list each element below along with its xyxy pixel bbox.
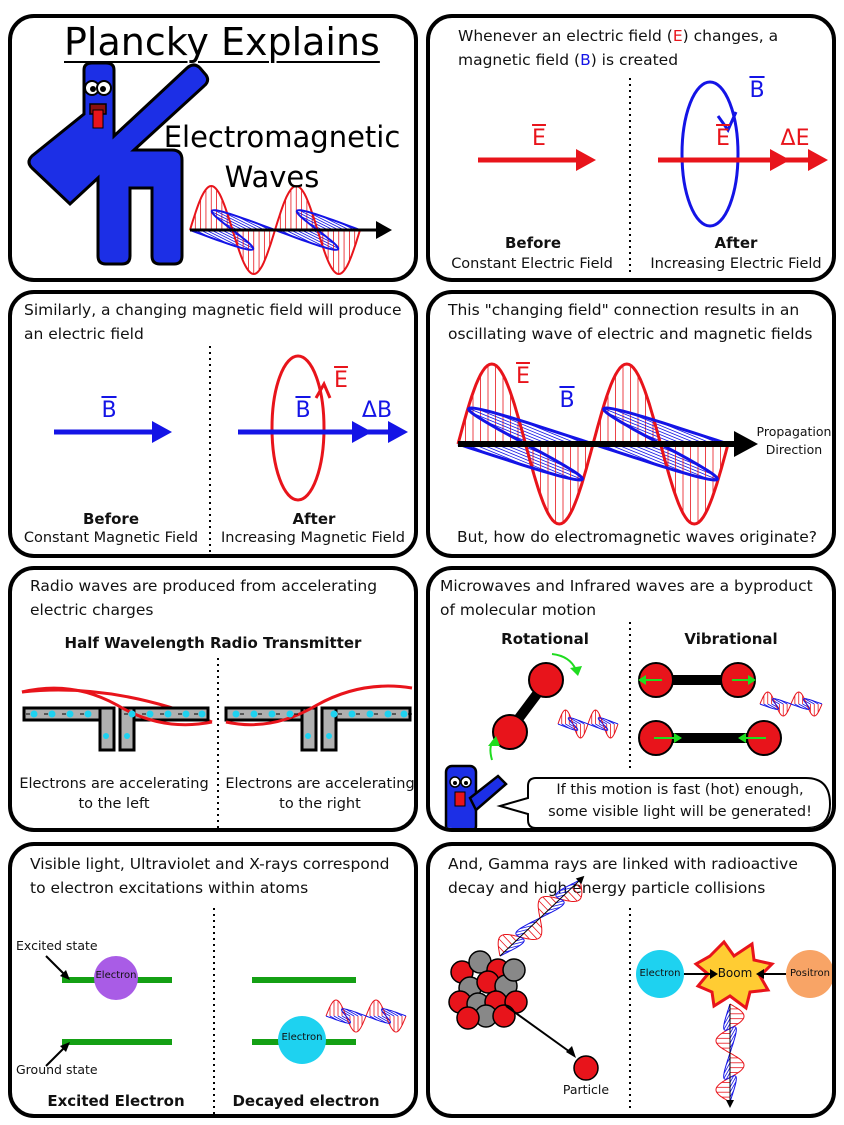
b-field-label: B	[559, 388, 575, 413]
b-label-before: B	[101, 398, 117, 423]
field-diagram	[478, 78, 828, 276]
excited-title: Excited Electron	[47, 1092, 185, 1110]
panel-magnetic-to-electric: Similarly, a changing magnetic field wil…	[8, 290, 418, 558]
propagation-label-1: Propagation	[756, 424, 832, 439]
delta-b-label: ΔB	[361, 398, 393, 423]
transmitter-heading: Half Wavelength Radio Transmitter	[64, 634, 362, 652]
caption-line: an electric field	[24, 325, 144, 343]
before-subtitle: Constant Magnetic Field	[23, 530, 199, 546]
caption-part: magnetic field (	[458, 51, 581, 69]
panel-em-wave: This "changing field" connection results…	[426, 290, 836, 558]
decayed-electron: Electron	[281, 1032, 323, 1043]
bubble-line-1: If this motion is fast (hot) enough,	[556, 782, 804, 798]
boom-label: Boom	[717, 966, 753, 980]
ground-state-label: Ground state	[16, 1062, 98, 1077]
bubble-line-2: some visible light will be generated!	[548, 804, 812, 820]
particle-label: Particle	[562, 1082, 610, 1097]
caption-e-symbol: E	[672, 27, 683, 45]
electron-diagram	[45, 908, 407, 1114]
delta-e-label: ΔE	[780, 126, 810, 151]
right-caption-2: to the right	[279, 796, 361, 812]
caption: Radio waves are produced from accelerati…	[30, 574, 414, 622]
caption: Visible light, Ultraviolet and X-rays co…	[30, 852, 414, 900]
before-title: Before	[82, 510, 139, 528]
electron-label: Electron	[639, 968, 681, 979]
after-title: After	[714, 234, 758, 252]
excited-electron: Electron	[95, 970, 137, 981]
panel-title: Plancky Explains Electromagnetic Waves	[8, 14, 418, 282]
gamma-diagram	[448, 875, 832, 1108]
before-title: Before	[504, 234, 561, 252]
caption-line: oscillating wave of electric and magneti…	[448, 325, 813, 343]
caption: This "changing field" connection results…	[448, 298, 832, 346]
caption-line: Visible light, Ultraviolet and X-rays co…	[30, 855, 390, 873]
right-caption-1: Electrons are accelerating	[225, 776, 415, 792]
after-subtitle: Increasing Electric Field	[650, 256, 822, 272]
caption: And, Gamma rays are linked with radioact…	[448, 852, 832, 900]
caption-b-symbol: B	[580, 51, 591, 69]
excited-state-label: Excited state	[16, 938, 98, 953]
vibrational-heading: Vibrational	[684, 630, 778, 648]
caption-line: And, Gamma rays are linked with radioact…	[448, 855, 798, 873]
caption-line: This "changing field" connection results…	[448, 301, 800, 319]
em-wave-icon	[189, 184, 361, 276]
decayed-title: Decayed electron	[232, 1092, 380, 1110]
topic-line-2: Waves	[224, 160, 320, 194]
positron-label: Positron	[789, 968, 831, 979]
panel-radio: Radio waves are produced from accelerati…	[8, 566, 418, 832]
e-field-label: E	[516, 364, 530, 389]
page-title: Plancky Explains	[64, 20, 380, 64]
molecule-diagram	[444, 622, 832, 828]
caption-line: of molecular motion	[440, 601, 597, 619]
b-label-after: B	[749, 78, 765, 103]
panel-electric-to-magnetic: Whenever an electric field (E) changes, …	[426, 14, 836, 282]
caption: Similarly, a changing magnetic field wil…	[24, 298, 414, 346]
rotational-heading: Rotational	[501, 630, 589, 648]
panel-atomic: Visible light, Ultraviolet and X-rays co…	[8, 842, 418, 1118]
question-text: But, how do electromagnetic waves origin…	[456, 528, 818, 546]
propagation-label-2: Direction	[765, 442, 823, 457]
left-caption-1: Electrons are accelerating	[19, 776, 209, 792]
e-label-before: E	[532, 126, 546, 151]
panel-molecular: Microwaves and Infrared waves are a bypr…	[426, 566, 836, 832]
plancky-figure	[27, 61, 392, 276]
caption-part: ) changes, a	[682, 27, 779, 45]
caption-line: decay and high energy particle collision…	[448, 879, 766, 897]
e-label-after: E	[716, 126, 730, 151]
after-title: After	[292, 510, 336, 528]
em-wave-diagram	[456, 362, 758, 526]
e-label-after: E	[334, 368, 348, 393]
topic-line-1: Electromagnetic	[163, 120, 401, 154]
caption-line: to electron excitations within atoms	[30, 879, 309, 897]
caption-line: Similarly, a changing magnetic field wil…	[24, 301, 402, 319]
caption-line: Radio waves are produced from accelerati…	[30, 577, 378, 595]
transmitter-diagram	[21, 658, 413, 828]
before-subtitle: Constant Electric Field	[451, 256, 613, 272]
after-subtitle: Increasing Magnetic Field	[221, 530, 405, 546]
b-label-after: B	[295, 398, 311, 423]
field-diagram	[54, 346, 408, 552]
caption-line: electric charges	[30, 601, 154, 619]
panel-gamma: And, Gamma rays are linked with radioact…	[426, 842, 836, 1118]
caption-part: Whenever an electric field (	[458, 27, 673, 45]
caption: Microwaves and Infrared waves are a bypr…	[440, 574, 832, 622]
caption-part: ) is created	[590, 51, 679, 69]
caption: Whenever an electric field (E) changes, …	[458, 24, 832, 72]
caption-line: Microwaves and Infrared waves are a bypr…	[440, 577, 813, 595]
left-caption-2: to the left	[78, 796, 150, 812]
